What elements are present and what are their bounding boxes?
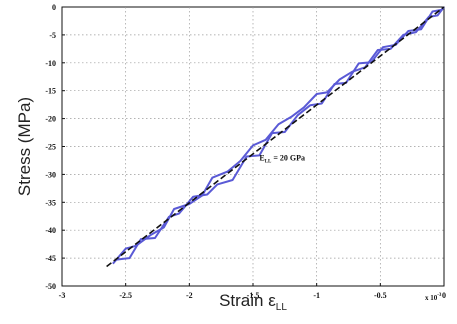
x-axis-title-text: Strain ε <box>219 291 276 310</box>
x-axis-title-subscript: LL <box>276 302 288 313</box>
y-tick-label: -15 <box>45 87 56 96</box>
x-multiplier-exponent: -3 <box>437 293 442 298</box>
x-tick-label: -3 <box>59 291 66 300</box>
annotation-symbol: E <box>259 153 264 162</box>
x-multiplier-base: x 10 <box>425 294 438 302</box>
x-tick-label: -0.5 <box>374 291 387 300</box>
y-tick-label: -10 <box>45 59 56 68</box>
modulus-annotation: ELL = 20 GPa <box>259 153 305 164</box>
x-tick-label: -1 <box>313 291 320 300</box>
y-tick-label: 0 <box>52 3 56 12</box>
x-tick-label: 0 <box>442 291 446 300</box>
x-tick-label: -1.5 <box>247 291 260 300</box>
x-axis-multiplier: x 10-3 <box>425 293 442 302</box>
annotation-subscript: LL <box>265 159 272 164</box>
y-tick-label: -20 <box>45 115 56 124</box>
x-tick-label: -2 <box>186 291 193 300</box>
y-tick-label: -35 <box>45 198 56 207</box>
x-tick-label: -2.5 <box>119 291 132 300</box>
y-tick-label: -40 <box>45 226 56 235</box>
x-axis-title: Strain εLL <box>219 291 287 313</box>
annotation-value: = 20 GPa <box>271 153 305 162</box>
y-tick-label: -5 <box>49 31 56 40</box>
series-layer <box>106 6 445 268</box>
grid-lines <box>62 7 444 286</box>
y-tick-label: -45 <box>45 254 56 263</box>
y-tick-label: -25 <box>45 143 56 152</box>
y-tick-label: -30 <box>45 170 56 179</box>
y-tick-label: -50 <box>45 282 56 291</box>
y-axis-title: Stress (MPa) <box>15 97 34 196</box>
tick-labels: -3 -2.5 -2 -1.5 -1 -0.5 0 0 -5 -10 -15 -20 -25 -30 -35… <box>45 3 446 300</box>
fit-line <box>106 6 445 268</box>
